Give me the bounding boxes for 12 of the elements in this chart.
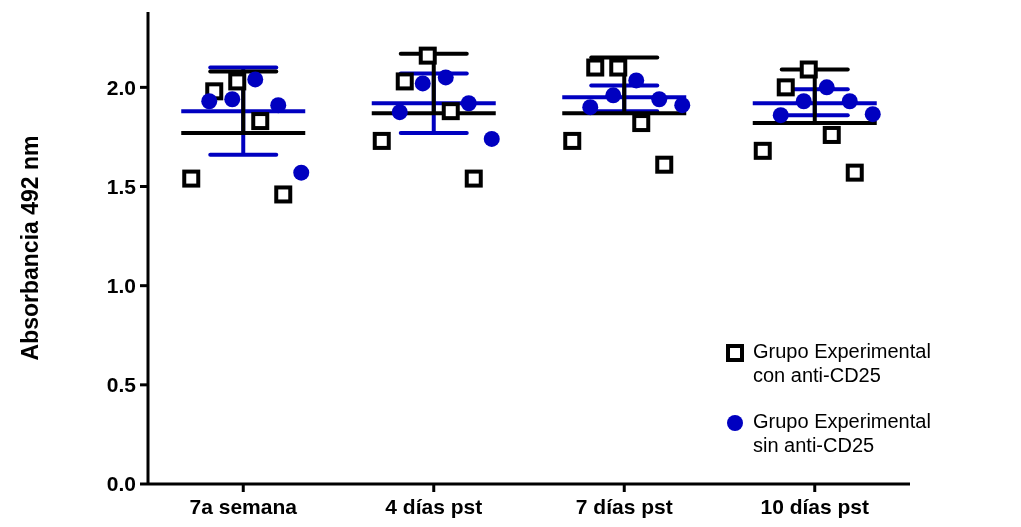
y-axis-title: Absorbancia 492 nm (17, 135, 43, 361)
y-tick-label: 0.5 (106, 373, 137, 397)
x-tick-label: 4 días pst (385, 495, 483, 518)
x-tick-label: 7a semana (189, 495, 298, 518)
x-tick-label: 10 días pst (760, 495, 870, 518)
x-tick-label: 7 días pst (575, 495, 673, 518)
y-tick-label: 2.0 (106, 75, 136, 99)
y-tick-label: 1.5 (106, 174, 137, 198)
legend-label: Grupo Experimental con anti-CD25 (753, 340, 931, 386)
y-tick-label: 0.0 (106, 472, 136, 496)
y-tick-label: 1.0 (106, 274, 136, 298)
legend-label: Grupo Experimental sin anti-CD25 (753, 410, 931, 456)
